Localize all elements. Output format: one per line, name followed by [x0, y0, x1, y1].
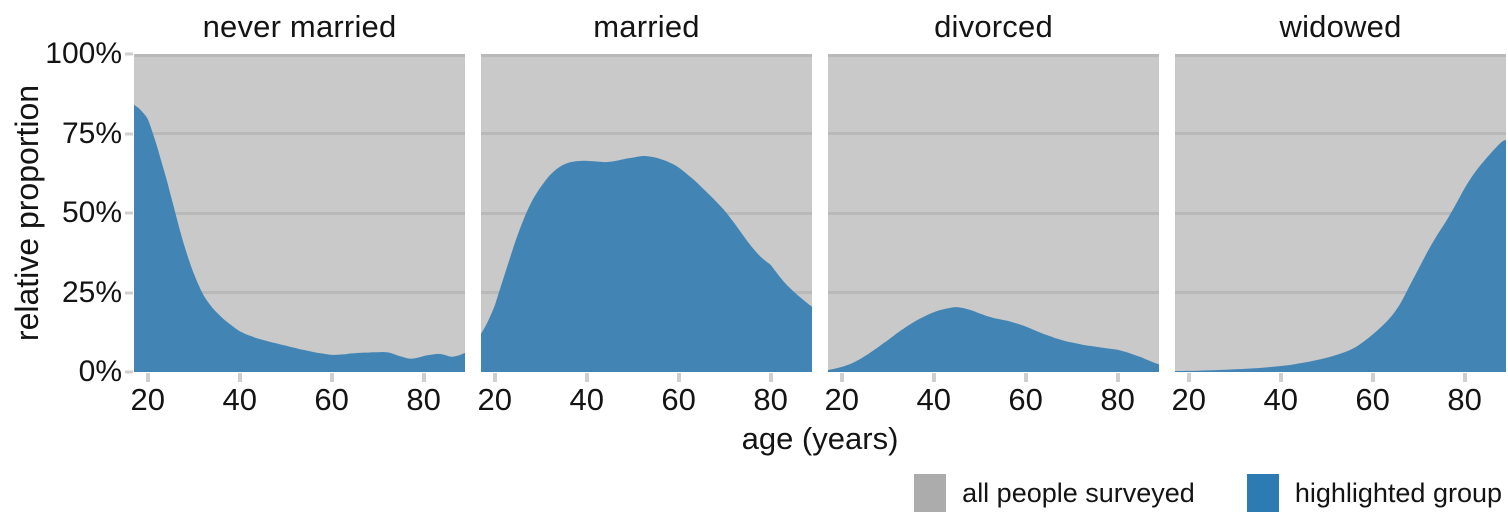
gridline — [828, 132, 1159, 135]
x-tick-label: 80 — [406, 382, 441, 417]
y-tick-mark — [125, 52, 133, 56]
gridline — [828, 211, 1159, 215]
highlighted-group-area — [134, 104, 465, 372]
x-tick-label: 60 — [661, 382, 696, 417]
y-tick-label: 0% — [78, 355, 122, 388]
x-axis-ticks-never-married: 20 40 60 80 — [130, 373, 465, 425]
x-tick-label: 40 — [1263, 382, 1298, 417]
x-tick-mark — [329, 373, 334, 382]
y-tick-label: 75% — [61, 116, 122, 150]
facet-title-widowed: widowed — [1279, 9, 1402, 44]
area-chart-widowed — [1175, 139, 1506, 372]
area-chart-never-married — [134, 104, 465, 372]
x-axis-title: age (years) — [741, 421, 899, 456]
x-axis-ticks-divorced: 20 40 60 80 — [824, 373, 1159, 425]
panel-widowed — [1175, 54, 1506, 372]
gridline — [1175, 291, 1506, 294]
x-tick-mark — [931, 373, 936, 382]
facet-title-married: married — [593, 9, 700, 44]
x-tick-mark — [1115, 373, 1120, 382]
gridline — [828, 291, 1159, 294]
x-tick-mark — [584, 373, 589, 382]
legend-label: all people surveyed — [962, 477, 1195, 508]
x-tick-label: 80 — [1447, 382, 1482, 417]
area-chart-married — [481, 156, 812, 372]
y-tick-mark — [125, 370, 133, 374]
y-tick-label: 50% — [61, 196, 122, 229]
legend: all people surveyed highlighted group — [914, 472, 1502, 514]
x-tick-label: 20 — [130, 382, 166, 417]
x-tick-label: 40 — [569, 382, 604, 417]
gridline — [481, 54, 812, 57]
highlighted-group-area — [1175, 139, 1506, 372]
x-tick-mark — [1278, 373, 1283, 382]
y-tick-mark — [125, 211, 133, 215]
x-tick-mark — [839, 373, 844, 382]
gridline — [1175, 54, 1506, 57]
highlighted-group-area — [828, 307, 1159, 372]
legend-swatch-gray — [914, 474, 947, 512]
x-tick-label: 60 — [314, 382, 349, 417]
panel-married — [481, 54, 812, 372]
area-chart-divorced — [828, 307, 1159, 372]
gridline — [1175, 132, 1506, 135]
y-tick-label: 100% — [45, 37, 122, 70]
gridline — [1175, 211, 1506, 215]
panels-row — [134, 54, 1506, 372]
y-tick-mark — [125, 132, 133, 135]
x-axis-ticks-married: 20 40 60 80 — [477, 373, 812, 425]
x-tick-label: 80 — [1100, 382, 1135, 417]
x-tick-mark — [1186, 373, 1191, 382]
x-tick-label: 40 — [916, 382, 951, 417]
panel-never-married — [134, 54, 465, 372]
x-tick-mark — [1462, 373, 1467, 382]
gridline — [481, 132, 812, 135]
facet-title-never-married: never married — [202, 9, 397, 44]
legend-item-highlighted-group: highlighted group — [1246, 474, 1502, 512]
gridline — [134, 211, 465, 215]
x-tick-mark — [1370, 373, 1375, 382]
x-tick-mark — [492, 373, 497, 382]
facet-title-divorced: divorced — [934, 9, 1053, 44]
gridline — [134, 54, 465, 57]
gridline — [134, 291, 465, 294]
x-axis-ticks-widowed: 20 40 60 80 — [1171, 373, 1506, 425]
gridline — [828, 54, 1159, 57]
legend-label: highlighted group — [1294, 477, 1502, 508]
x-tick-label: 20 — [824, 382, 860, 417]
x-tick-label: 80 — [753, 382, 788, 417]
x-tick-label: 60 — [1355, 382, 1390, 417]
y-tick-mark — [125, 291, 133, 294]
legend-swatch-blue — [1246, 474, 1279, 512]
x-axis-ticks-row: 20 40 60 80 20 40 60 80 20 40 60 80 20 40 60 80 — [130, 373, 1506, 425]
x-tick-mark — [145, 373, 150, 382]
facet-titles-row: never married married divorced widowed — [134, 0, 1506, 48]
x-tick-mark — [676, 373, 681, 382]
x-tick-label: 60 — [1008, 382, 1043, 417]
y-tick-label: 25% — [61, 275, 122, 309]
x-tick-label: 20 — [1171, 382, 1207, 417]
x-tick-mark — [237, 373, 242, 382]
panel-divorced — [828, 54, 1159, 372]
x-tick-mark — [421, 373, 426, 382]
highlighted-group-area — [481, 156, 812, 372]
x-tick-label: 20 — [477, 382, 513, 417]
gridline — [134, 132, 465, 135]
x-tick-mark — [1023, 373, 1028, 382]
x-tick-mark — [768, 373, 773, 382]
legend-item-all-people-surveyed: all people surveyed — [914, 474, 1195, 512]
x-tick-label: 40 — [222, 382, 257, 417]
